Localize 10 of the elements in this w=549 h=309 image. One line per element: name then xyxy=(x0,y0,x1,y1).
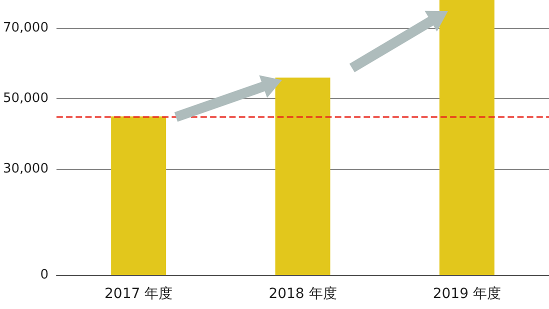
bar xyxy=(111,116,166,275)
y-tick-label: 30,000 xyxy=(2,162,48,177)
x-tick-label: 2018 年度 xyxy=(268,286,337,302)
bar xyxy=(275,78,330,275)
x-tick-label: 2017 年度 xyxy=(104,286,173,302)
bar xyxy=(439,0,494,275)
x-tick-label: 2019 年度 xyxy=(432,286,501,302)
y-tick-label: 70,000 xyxy=(2,20,48,36)
y-tick-label: 0 xyxy=(40,268,48,282)
y-tick-label: 50,000 xyxy=(2,91,48,106)
